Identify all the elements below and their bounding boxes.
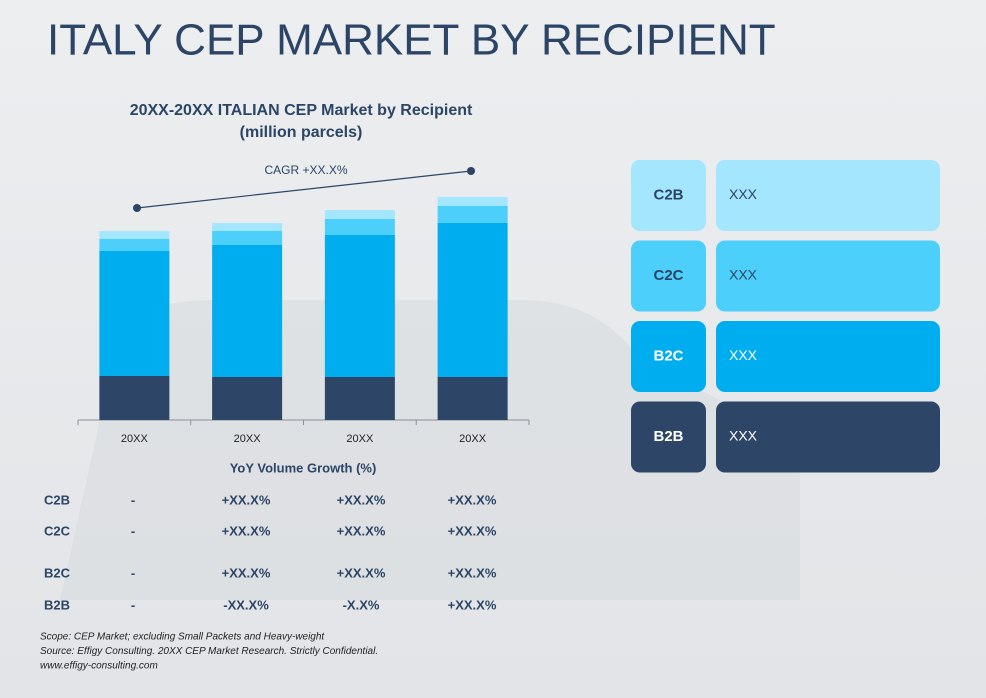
bar-segment bbox=[437, 377, 508, 420]
legend-value-box bbox=[716, 160, 940, 231]
table-row-label: B2B bbox=[44, 597, 70, 612]
table-title: YoY Volume Growth (%) bbox=[230, 460, 377, 475]
legend-value: XXX bbox=[729, 186, 758, 202]
bar-segment bbox=[324, 210, 395, 219]
legend-value-box bbox=[716, 321, 940, 392]
legend-key bbox=[631, 160, 706, 231]
bar-segment bbox=[437, 223, 508, 377]
page-title: ITALY CEP MARKET BY RECIPIENT bbox=[47, 16, 776, 65]
footnote: www.effigy-consulting.com bbox=[40, 661, 158, 672]
x-tick-label: 20XX bbox=[346, 433, 374, 445]
legend-label: C2C bbox=[653, 267, 683, 284]
table-cell: +XX.X% bbox=[222, 523, 271, 538]
x-tick-label: 20XX bbox=[234, 433, 262, 445]
cagr-dot bbox=[133, 204, 141, 212]
bar-segment bbox=[99, 376, 170, 420]
cagr-line bbox=[136, 170, 472, 209]
bar-segment bbox=[324, 235, 395, 377]
table-cell: +XX.X% bbox=[448, 492, 497, 507]
footnote: Scope: CEP Market; excluding Small Packe… bbox=[40, 632, 325, 643]
legend-label: B2C bbox=[653, 347, 683, 364]
table-cell: -X.X% bbox=[343, 597, 380, 612]
table-cell: -XX.X% bbox=[223, 597, 269, 612]
bar-segment bbox=[212, 231, 283, 245]
bar-segment bbox=[324, 219, 395, 235]
table-cell: - bbox=[131, 492, 135, 507]
bar-segment bbox=[212, 245, 283, 377]
table-cell: - bbox=[131, 523, 135, 538]
legend-key bbox=[631, 321, 706, 392]
table-cell: +XX.X% bbox=[448, 523, 497, 538]
cagr-label: CAGR +XX.X% bbox=[264, 163, 347, 177]
legend-value: XXX bbox=[729, 347, 758, 363]
bar-segment bbox=[437, 206, 508, 223]
bar-segment bbox=[324, 377, 395, 420]
legend-value: XXX bbox=[729, 267, 758, 283]
legend-label: C2B bbox=[653, 186, 683, 203]
table-row-label: C2C bbox=[44, 523, 71, 538]
legend-label: B2B bbox=[653, 428, 683, 445]
bar-segment bbox=[99, 231, 170, 239]
legend-key bbox=[631, 240, 706, 312]
legend-key bbox=[631, 401, 706, 473]
bar-segment bbox=[99, 251, 170, 376]
table-cell: +XX.X% bbox=[222, 492, 271, 507]
table-cell: +XX.X% bbox=[448, 565, 497, 580]
footnote: Source: Effigy Consulting. 20XX CEP Mark… bbox=[40, 646, 378, 657]
legend-value: XXX bbox=[729, 428, 758, 444]
table-cell: - bbox=[131, 565, 135, 580]
bar-segment bbox=[99, 239, 170, 251]
table-cell: - bbox=[131, 597, 135, 612]
bar-segment bbox=[437, 197, 508, 206]
bar-segment bbox=[212, 223, 283, 231]
bar-segment bbox=[212, 377, 283, 420]
chart-title: 20XX-20XX ITALIAN CEP Market by Recipien… bbox=[130, 102, 473, 119]
table-cell: +XX.X% bbox=[337, 565, 386, 580]
chart-subtitle: (million parcels) bbox=[240, 124, 363, 141]
table-row-label: B2C bbox=[44, 565, 71, 580]
table-cell: +XX.X% bbox=[337, 523, 386, 538]
legend-value-box bbox=[716, 401, 940, 473]
cagr-dot bbox=[467, 167, 475, 175]
table-cell: +XX.X% bbox=[448, 597, 497, 612]
table-cell: +XX.X% bbox=[222, 565, 271, 580]
table-cell: +XX.X% bbox=[337, 492, 386, 507]
x-tick-label: 20XX bbox=[459, 433, 487, 445]
legend-value-box bbox=[716, 240, 940, 312]
x-tick-label: 20XX bbox=[121, 433, 149, 445]
table-row-label: C2B bbox=[44, 492, 70, 507]
